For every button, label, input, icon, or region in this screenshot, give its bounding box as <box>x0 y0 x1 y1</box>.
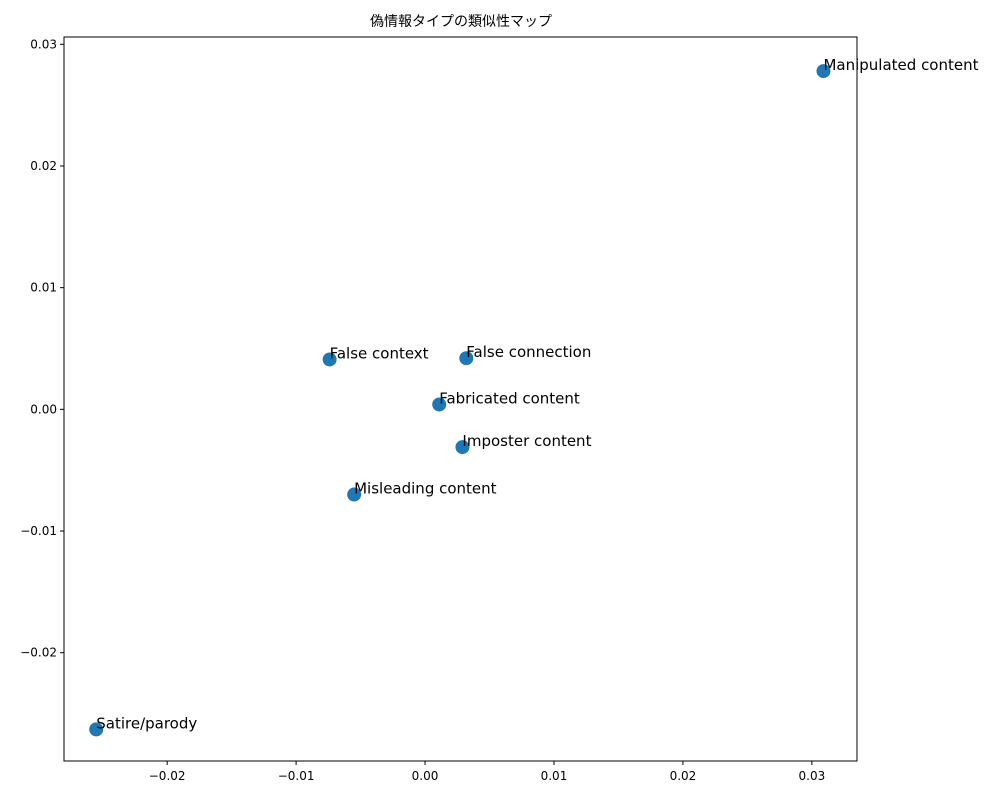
data-point <box>89 722 104 737</box>
data-point-label: Manipulated content <box>823 56 978 74</box>
y-axis: −0.02 −0.01 0.00 0.01 0.02 0.03 <box>20 37 64 660</box>
y-tick-label: −0.01 <box>20 524 57 538</box>
x-tick-label: 0.00 <box>412 769 439 783</box>
plot-marks: Manipulated content False context False co… <box>89 56 979 737</box>
y-tick-label: 0.01 <box>30 281 57 295</box>
x-axis: −0.02 −0.01 0.00 0.01 0.02 0.03 <box>149 761 825 783</box>
x-tick-label: −0.02 <box>149 769 186 783</box>
data-point <box>432 397 447 412</box>
chart-title: 偽情報タイプの類似性マップ <box>370 14 552 30</box>
x-tick-label: 0.01 <box>541 769 568 783</box>
data-point-label: False context <box>330 344 429 362</box>
y-tick-label: −0.02 <box>20 646 57 660</box>
data-point <box>322 352 337 367</box>
y-tick-label: 0.00 <box>30 402 57 416</box>
x-tick-label: 0.03 <box>799 769 826 783</box>
data-point-label: Satire/parody <box>96 714 197 732</box>
data-point-label: False connection <box>466 343 591 361</box>
data-point <box>816 64 831 79</box>
data-point <box>455 440 470 455</box>
data-point <box>347 487 362 502</box>
y-tick-label: 0.03 <box>30 37 57 51</box>
y-tick-label: 0.02 <box>30 159 57 173</box>
data-point-label: Misleading content <box>354 480 497 498</box>
x-tick-label: −0.01 <box>278 769 315 783</box>
data-point-label: Fabricated content <box>439 389 580 407</box>
data-point <box>459 351 474 366</box>
data-point-label: Imposter content <box>462 432 591 450</box>
plot-frame <box>63 36 858 762</box>
x-tick-label: 0.02 <box>670 769 697 783</box>
